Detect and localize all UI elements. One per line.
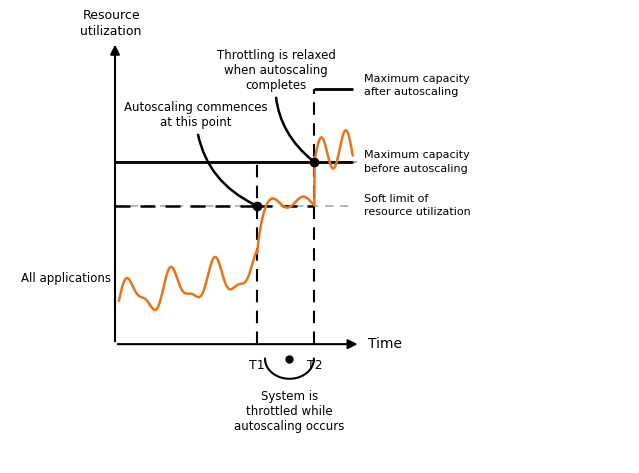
Text: Maximum capacity
before autoscaling: Maximum capacity before autoscaling (364, 150, 470, 174)
Text: T2: T2 (307, 359, 322, 372)
Text: T1: T1 (249, 359, 265, 372)
Text: Maximum capacity
after autoscaling: Maximum capacity after autoscaling (364, 74, 470, 97)
Text: Time: Time (368, 337, 402, 351)
Text: Soft limit of
resource utilization: Soft limit of resource utilization (364, 194, 471, 218)
Text: System is
throttled while
autoscaling occurs: System is throttled while autoscaling oc… (235, 390, 344, 433)
Text: Resource
utilization: Resource utilization (81, 9, 142, 38)
Text: Autoscaling commences
at this point: Autoscaling commences at this point (124, 101, 267, 204)
Text: All applications: All applications (21, 272, 111, 285)
Text: Throttling is relaxed
when autoscaling
completes: Throttling is relaxed when autoscaling c… (217, 49, 335, 160)
